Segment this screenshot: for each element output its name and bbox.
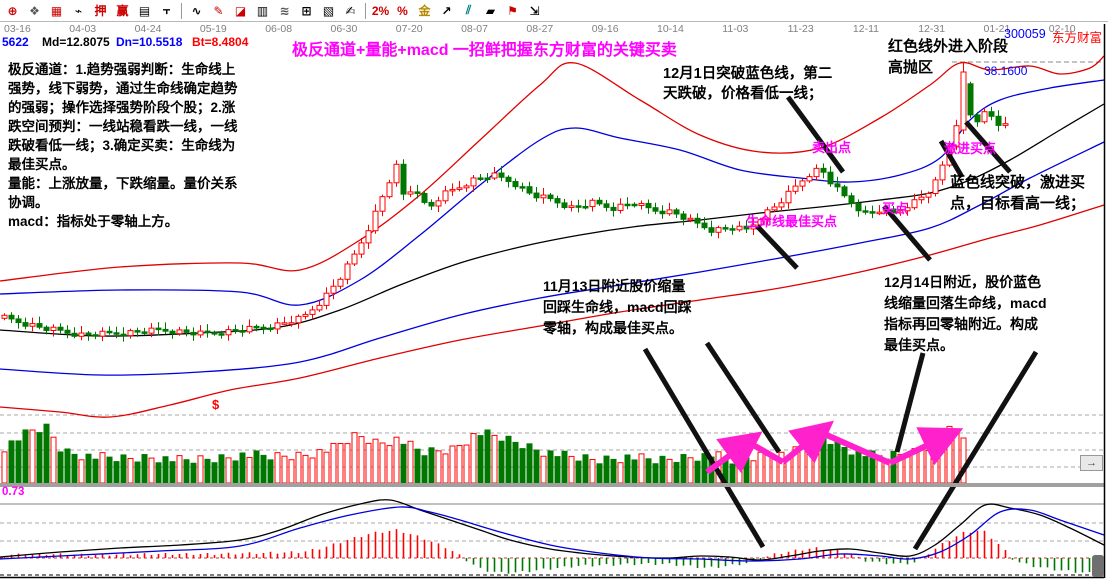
date-tick: 12-11	[852, 23, 879, 35]
ruler-icon[interactable]: ⫟	[162, 3, 171, 17]
strategy-note: 极反通道：1.趋势强弱判断：生命线上 强势，线下弱势，通过生命线确定趋势 的强弱…	[8, 62, 238, 229]
chart-title: 极反通道+量能+macd 一招鲜把握东方财富的关键买卖	[292, 42, 677, 59]
upper-red-line	[0, 55, 1105, 282]
date-tick: 12-31	[918, 23, 946, 35]
stat-bt-value: Bt=8.4804	[192, 35, 249, 49]
flag-icon[interactable]: ⚑	[507, 3, 518, 18]
macd-value-label: 0.73	[2, 486, 25, 498]
date-tick: 10-14	[657, 23, 684, 35]
stat-value-1: 5622	[2, 35, 29, 49]
upper-blue-line	[0, 79, 1105, 306]
date-tick: 02-10	[1048, 23, 1076, 35]
layout-icon[interactable]: ▧	[322, 3, 335, 18]
toolbar-separator	[181, 2, 182, 19]
date-tick: 08-27	[526, 23, 554, 35]
annotation-blue-break: 蓝色线突破，激进买 点，目标看高一线；	[950, 174, 1086, 212]
annotation-dec1-break: 12月1日突破蓝色线，第二 天跌破，价格看低一线；	[663, 66, 833, 102]
channel-icon[interactable]: ▰	[485, 3, 496, 18]
grid-icon[interactable]: ⊞	[301, 3, 312, 18]
annotation-arrows	[642, 95, 1039, 551]
label-peak-price: 38.1600	[984, 64, 1028, 78]
toolbar-separator	[365, 2, 366, 19]
date-tick: 04-03	[69, 23, 97, 35]
date-tick: 09-16	[591, 23, 619, 35]
edit-icon[interactable]: ✍	[345, 3, 356, 18]
lower-blue-line	[0, 141, 1105, 376]
candlesticks	[1, 62, 1009, 342]
trend-up-icon[interactable]: ↗	[441, 3, 452, 18]
dollar-marker: $	[212, 397, 220, 412]
date-tick: 06-08	[265, 23, 293, 35]
draw-board-icon[interactable]: ▦	[50, 3, 63, 18]
area-chart-icon[interactable]: ◪	[234, 3, 247, 18]
gold-icon[interactable]: 金	[418, 4, 431, 18]
date-axis: 03-16 04-03 04-24 05-19 06-08 06-30 07-20 08-07…	[0, 23, 1104, 35]
date-tick: 11-03	[722, 23, 749, 35]
macd-pane	[0, 499, 1105, 575]
label-buy-point: 买点	[882, 201, 909, 216]
label-lifeline-best-buy: 生命线最佳买点	[746, 214, 838, 229]
volume-bars	[1, 423, 967, 484]
date-tick: 05-19	[199, 23, 227, 35]
pattern-icon[interactable]: ❖	[29, 3, 40, 18]
date-tick: 07-20	[395, 23, 423, 35]
label-sell-point: 卖出点	[812, 140, 852, 155]
stock-name: 东方财富	[1052, 31, 1103, 45]
date-tick: 11-23	[787, 23, 814, 35]
zigzag-icon[interactable]: ⫽	[465, 3, 472, 17]
scroll-right-button[interactable]: →	[1080, 455, 1103, 471]
label-aggressive-buy: 激进买点	[944, 141, 997, 156]
stat-dn-value: Dn=10.5518	[116, 35, 183, 49]
date-tick: 06-30	[330, 23, 358, 35]
date-tick: 04-24	[134, 23, 162, 35]
win-icon[interactable]: 赢	[116, 4, 129, 18]
macd-dea-line	[0, 506, 1105, 562]
scrollbar-thumb[interactable]	[1092, 555, 1104, 577]
channel-lines	[0, 55, 1105, 418]
annotation-dec14-pullback: 12月14日附近，股价蓝色 线缩量回落生命线，macd 指标再回零轴附近。构成 …	[884, 274, 1047, 353]
toolbar: ⊕ ❖ ▦ ⌁ 押赢 ▤ ⫟ ∿ ✎ ◪ ▥ ≋ ⊞ ▧ ✍ 2%% 金 ↗ ⫽ ▰ ⚑ ⇲	[0, 0, 1108, 22]
stat-md-value: Md=12.8075	[42, 35, 110, 49]
date-tick: 01-21	[983, 23, 1011, 35]
lower-red-line	[0, 204, 1105, 418]
calendar-icon[interactable]: ▤	[138, 3, 151, 18]
crosshair-icon[interactable]: ⊕	[7, 3, 18, 18]
percent-icon[interactable]: %	[397, 3, 408, 18]
percent2-icon[interactable]: 2%	[371, 3, 390, 18]
pen-tool-icon[interactable]: ✎	[213, 3, 224, 18]
annotation-zone-top-right: 红色线外进入阶段 高抛区	[888, 38, 1009, 76]
line-chart-icon[interactable]: ∿	[191, 3, 202, 18]
export-icon[interactable]: ⇲	[529, 3, 540, 18]
flag-tool-icon[interactable]: ⌁	[74, 3, 83, 18]
stamp-icon[interactable]: 押	[94, 4, 107, 18]
candlestick-icon[interactable]: ▥	[256, 3, 269, 18]
volume-baseline	[0, 483, 1104, 487]
annotation-nov13-pullback: 11月13日附近股价缩量 回踩生命线，macd回踩 零轴，构成最佳买点。	[543, 278, 692, 336]
stock-code: 300059	[1004, 27, 1046, 41]
wave-tool-icon[interactable]: ≋	[279, 3, 290, 18]
date-tick: 08-07	[461, 23, 488, 35]
date-tick: 03-16	[4, 23, 31, 35]
